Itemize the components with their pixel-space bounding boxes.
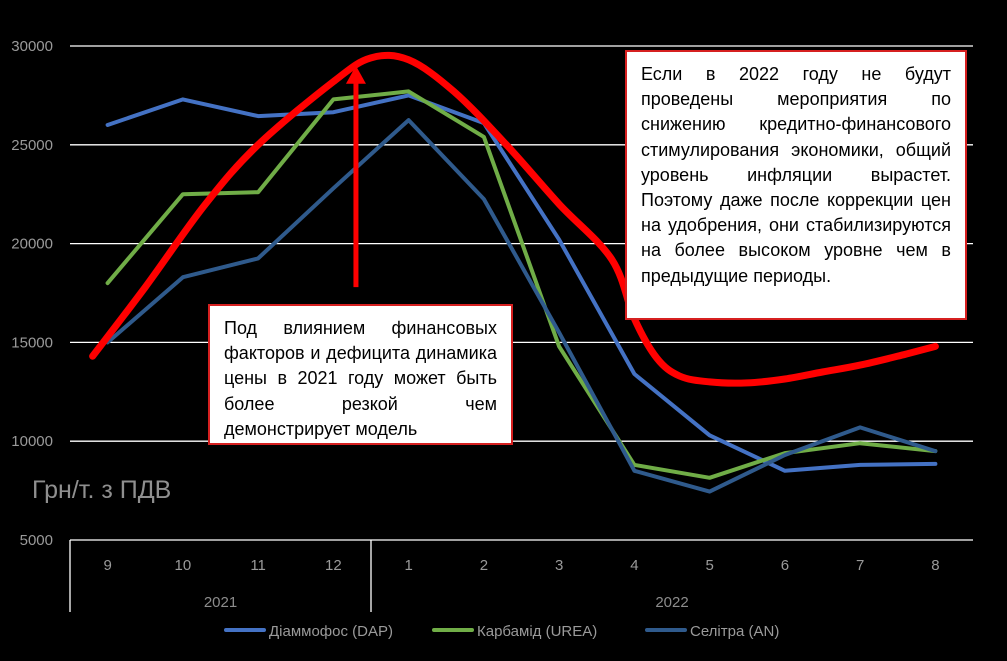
callout-2022-note: Если в 2022 году не будут проведены меро…: [625, 50, 967, 320]
y-tick-label: 30000: [11, 38, 53, 55]
y-tick-label: 25000: [11, 137, 53, 154]
callout-2021-note: Под влиянием финансовых факторов и дефиц…: [208, 304, 513, 445]
x-tick-label: 3: [555, 557, 563, 574]
x-axis: [69, 539, 973, 612]
legend-label: Селітра (AN): [690, 623, 779, 640]
y-tick-label: 5000: [20, 532, 53, 549]
y-tick-label: 20000: [11, 236, 53, 253]
series-line: [105, 93, 938, 473]
y-axis-unit-label: Грн/т. з ПДВ: [32, 476, 171, 504]
x-tick-label: 5: [705, 557, 713, 574]
trend-curve: [89, 51, 939, 387]
year-group-label: 2021: [204, 594, 237, 611]
x-tick-label: 2: [480, 557, 488, 574]
x-tick-label: 10: [175, 557, 192, 574]
legend-label: Карбамід (UREA): [477, 623, 597, 640]
series-lines: [105, 89, 938, 494]
x-axis-year-labels: 2021 2022: [204, 594, 689, 611]
y-tick-label: 15000: [11, 334, 53, 351]
legend: Діаммофос (DAP) Карбамід (UREA) Селітра (A…: [224, 623, 779, 640]
trend-arrow-head: [345, 65, 366, 84]
x-tick-label: 4: [630, 557, 638, 574]
y-tick-label: 10000: [11, 433, 53, 450]
x-tick-label: 8: [931, 557, 939, 574]
x-tick-label: 12: [325, 557, 342, 574]
trend-overlay: [89, 51, 939, 387]
x-tick-label: 7: [856, 557, 864, 574]
year-group-label: 2022: [655, 594, 688, 611]
legend-label: Діаммофос (DAP): [269, 623, 393, 640]
x-tick-label: 11: [250, 557, 266, 574]
x-tick-label: 1: [404, 557, 412, 574]
series-line: [105, 118, 938, 494]
y-axis-tick-labels: 5000 10000 15000 20000 25000 30000: [11, 38, 53, 549]
x-tick-label: 9: [103, 557, 111, 574]
x-axis-tick-labels: 9 10 11 12 1 2 3 4 5 6 7 8: [103, 557, 939, 574]
x-tick-label: 6: [781, 557, 789, 574]
